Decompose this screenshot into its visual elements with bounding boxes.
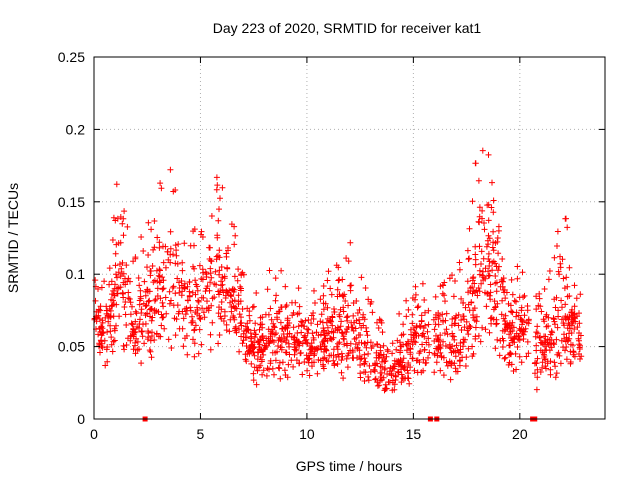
y-tick-label: 0.15 [58, 194, 85, 210]
grid [94, 57, 605, 419]
x-tick-label: 20 [512, 426, 528, 442]
x-tick-label: 15 [406, 426, 422, 442]
y-tick-label: 0.25 [58, 49, 85, 65]
scatter-points [91, 147, 585, 394]
x-tick-label: 0 [90, 426, 98, 442]
y-tick-label: 0.2 [66, 121, 86, 137]
y-axis-ticks: 0 0.05 0.1 0.15 0.2 0.25 [58, 49, 605, 427]
x-axis-ticks: 0 5 10 15 20 [90, 57, 528, 442]
x-tick-label: 10 [299, 426, 315, 442]
x-axis-label: GPS time / hours [296, 458, 403, 474]
data-points [91, 147, 585, 394]
y-tick-label: 0.05 [58, 339, 85, 355]
x-tick-label: 5 [197, 426, 205, 442]
chart-title: Day 223 of 2020, SRMTID for receiver kat… [213, 20, 482, 36]
y-tick-label: 0.1 [66, 266, 86, 282]
plot-frame [93, 56, 606, 420]
y-tick-label: 0 [77, 411, 85, 427]
y-axis-label: SRMTID / TECUs [5, 183, 21, 293]
